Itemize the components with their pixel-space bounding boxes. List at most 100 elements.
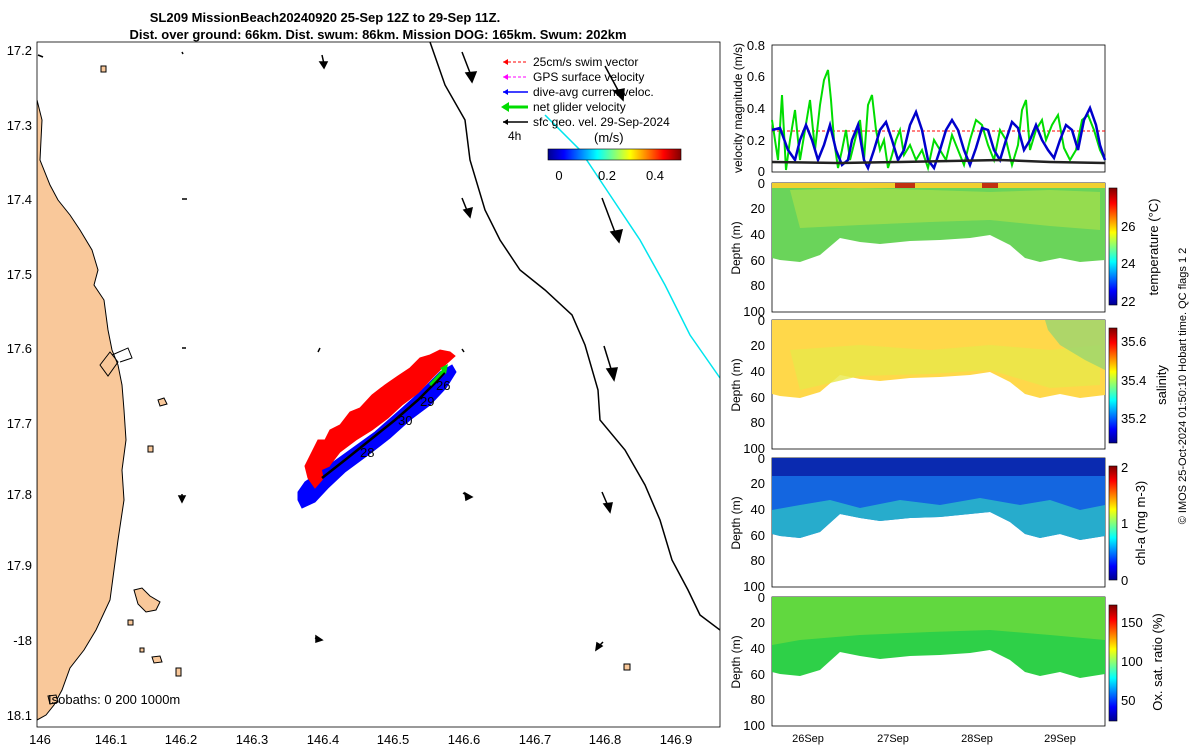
oxygen-panel: 0 20 40 60 80 100 Depth (m) 150 100 50 O…: [729, 590, 1165, 733]
colorbar-tick: 0.4: [646, 168, 664, 183]
legend-label-swim: 25cm/s swim vector: [533, 55, 638, 69]
speed-colorbar: [547, 148, 682, 161]
chla-panel: 0 20 40 60 80 100 Depth (m) 2 1 0 chl-a …: [729, 451, 1148, 594]
depth-tick: 100: [743, 579, 765, 594]
map-xaxis: 146 146.1 146.2 146.3 146.4 146.5 146.6 …: [29, 732, 692, 747]
map-xtick: 146.6: [448, 732, 481, 747]
map-ytick: 18.1: [7, 708, 32, 723]
depth-tick: 0: [758, 313, 765, 328]
map-ytick: 17.4: [7, 192, 32, 207]
salinity-depth-label: Depth (m): [729, 358, 743, 411]
map-xtick: 146.2: [165, 732, 198, 747]
day-label-26: 26: [436, 378, 450, 393]
coast-detail: [111, 347, 133, 363]
map-ytick: 17.2: [7, 43, 32, 58]
current-velocity-series: [771, 104, 1107, 172]
oxygen-depth-label: Depth (m): [729, 635, 743, 688]
legend-4h: 4h: [508, 129, 521, 143]
island: [133, 587, 161, 613]
oxygen-field-upper: [772, 597, 1105, 645]
depth-tick: 60: [751, 253, 765, 268]
velocity-ytick: 0.4: [747, 101, 765, 116]
temperature-field-warm: [790, 188, 1100, 230]
date-axis: 26Sep 27Sep 28Sep 29Sep: [792, 733, 1076, 745]
glider-path: [321, 371, 446, 479]
map-ytick: 17.5: [7, 267, 32, 282]
legend-label-geo: sfc geo. vel. 29-Sep-2024: [533, 115, 670, 129]
salinity-cblabel: salinity: [1154, 365, 1169, 405]
oxygen-cbtick: 50: [1121, 693, 1135, 708]
legend-label-current: dive-avg current veloc.: [533, 85, 654, 99]
depth-tick: 40: [751, 227, 765, 242]
net-glider-velocity-head: [440, 364, 448, 374]
velocity-ytick: 0: [758, 164, 765, 179]
geo-velocity-arrows: [37, 51, 625, 652]
depth-tick: 60: [751, 528, 765, 543]
map-ytick: 17.9: [7, 558, 32, 573]
map-xtick: 146.9: [660, 732, 693, 747]
map-xtick: 146.1: [95, 732, 128, 747]
salinity-cbtick: 35.6: [1121, 334, 1146, 349]
oxygen-cbtick: 150: [1121, 615, 1143, 630]
velocity-panel: 0 0.2 0.4 0.6 0.8 velocity magnitude (m/…: [731, 38, 1107, 179]
depth-tick: 0: [758, 451, 765, 466]
island: [47, 694, 59, 705]
island: [147, 445, 154, 453]
depth-tick: 40: [751, 641, 765, 656]
chla-cbtick: 1: [1121, 516, 1128, 531]
salinity-cbtick: 35.4: [1121, 373, 1146, 388]
chla-cbtick: 0: [1121, 573, 1128, 588]
colorbar-tick: 0.2: [598, 168, 616, 183]
chla-depth-label: Depth (m): [729, 496, 743, 549]
map-ytick: 17.7: [7, 416, 32, 431]
depth-tick: 40: [751, 502, 765, 517]
temperature-colorbar: [1108, 187, 1118, 306]
chla-subsurface-max: [772, 498, 1105, 540]
map-xtick: 146.3: [236, 732, 269, 747]
depth-tick: 20: [751, 338, 765, 353]
chla-cblabel: chl-a (mg m-3): [1133, 481, 1148, 566]
island: [151, 655, 163, 664]
island: [175, 667, 182, 677]
legend-label-gps: GPS surface velocity: [533, 70, 644, 84]
day-label-30: 30: [398, 413, 412, 428]
date-tick: 26Sep: [792, 733, 824, 745]
velocity-ytick: 0.2: [747, 133, 765, 148]
temperature-cbtick: 26: [1121, 219, 1135, 234]
day-label-29: 29: [420, 394, 434, 409]
map-xtick: 146.7: [519, 732, 552, 747]
map-ytick: 17.6: [7, 341, 32, 356]
salinity-cbtick: 35.2: [1121, 411, 1146, 426]
temperature-hot-spot: [982, 183, 998, 188]
map-ytick: 17.8: [7, 487, 32, 502]
velocity-ytick: 0.8: [747, 38, 765, 53]
island: [127, 619, 134, 626]
legend-label-net: net glider velocity: [533, 100, 626, 114]
temperature-depth-label: Depth (m): [729, 221, 743, 274]
depth-tick: 80: [751, 692, 765, 707]
velocity-ylabel: velocity magnitude (m/s): [731, 43, 745, 173]
depth-tick: 60: [751, 667, 765, 682]
coastline-land: [37, 99, 127, 721]
date-tick: 29Sep: [1044, 733, 1076, 745]
chla-surface-low: [772, 458, 1105, 476]
net-velocity-series: [771, 69, 1106, 172]
depth-tick: 100: [743, 441, 765, 456]
depth-tick: 60: [751, 390, 765, 405]
depth-tick: 20: [751, 615, 765, 630]
map-frame: [36, 41, 721, 728]
chla-cbtick: 2: [1121, 460, 1128, 475]
depth-tick: 100: [743, 304, 765, 319]
map-xtick: 146: [29, 732, 51, 747]
day-label-28: 28: [360, 445, 374, 460]
map-ytick: 17.3: [7, 118, 32, 133]
map-legend: 25cm/s swim vector GPS surface velocity …: [501, 55, 682, 183]
map-xtick: 146.4: [307, 732, 340, 747]
map-ytick: -18: [13, 633, 32, 648]
depth-tick: 80: [751, 278, 765, 293]
map-area: 26 29 30 28: [37, 42, 720, 721]
temperature-cblabel: temperature (°C): [1146, 199, 1161, 296]
date-tick: 28Sep: [961, 733, 993, 745]
isobath-200m: [429, 42, 720, 631]
